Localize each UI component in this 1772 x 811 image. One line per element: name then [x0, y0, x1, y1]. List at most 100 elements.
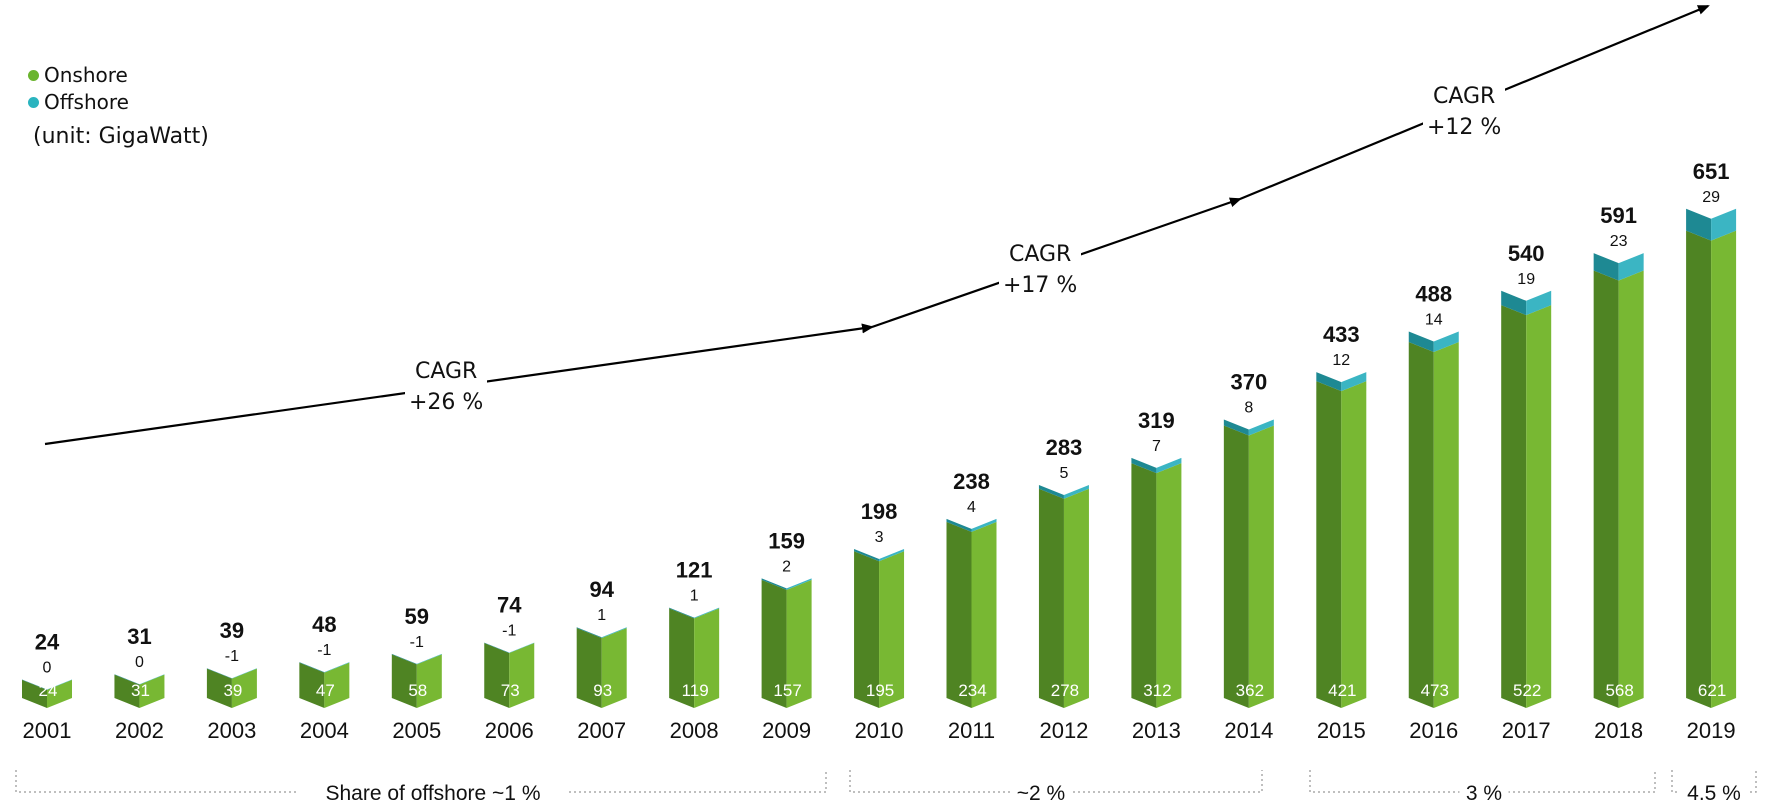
year-tick-label: 2013 — [1132, 718, 1181, 743]
onshore-value-label: 93 — [593, 681, 612, 700]
offshore-bar-2006-side — [484, 642, 510, 654]
offshore-bar-2007-side — [576, 627, 602, 638]
offshore-bar-2002-side — [114, 674, 140, 685]
cagr-title-2: CAGR — [1008, 242, 1072, 267]
bar-group-2009: 157 2 159 2009 — [761, 528, 812, 743]
onshore-bar-2018-front — [1618, 270, 1644, 708]
cagr-title-1: CAGR — [414, 359, 478, 384]
onshore-bar-2013-front — [1156, 463, 1182, 708]
legend-label-onshore: Onshore — [44, 63, 128, 87]
share-bracket-2: ~2 % — [849, 770, 1263, 806]
unit-label: (unit: GigaWatt) — [33, 124, 209, 149]
onshore-bar-2016-side — [1408, 341, 1434, 708]
offshore-bar-2011-side — [946, 518, 972, 532]
onshore-bar-2014-front — [1248, 425, 1274, 708]
year-tick-label: 2006 — [485, 718, 534, 743]
onshore-value-label: 473 — [1421, 681, 1449, 700]
total-value-label: 488 — [1415, 281, 1452, 306]
offshore-bar-2016-front — [1433, 331, 1459, 352]
bar-group-2007: 93 1 94 2007 — [576, 577, 627, 743]
year-tick-label: 2003 — [207, 718, 256, 743]
total-value-label: 238 — [953, 469, 990, 494]
bar-group-2019: 621 29 651 2019 — [1686, 159, 1737, 743]
onshore-value-label: 421 — [1328, 681, 1356, 700]
onshore-bar-2011-front — [971, 521, 997, 708]
offshore-bar-2001-side — [22, 679, 47, 690]
offshore-bar-2013-side — [1131, 457, 1157, 474]
onshore-bar-2002-side — [114, 674, 140, 708]
share-bracket-4: 4.5 % — [1671, 770, 1757, 806]
offshore-dot-icon — [28, 97, 39, 108]
cagr-value-1: +26 % — [409, 390, 484, 415]
share-label: 3 % — [1466, 782, 1502, 805]
total-value-label: 370 — [1230, 370, 1267, 395]
share-label: 4.5 % — [1687, 782, 1741, 805]
bar-group-2014: 362 8 370 2014 — [1223, 370, 1274, 743]
total-value-label: 283 — [1046, 435, 1083, 460]
offshore-bar-2005-front — [416, 653, 442, 665]
offshore-value-label: 2 — [782, 558, 791, 575]
offshore-value-label: 1 — [597, 607, 606, 624]
onshore-bar-2004-front — [324, 662, 350, 708]
total-value-label: 319 — [1138, 408, 1175, 433]
legend-label-offshore: Offshore — [44, 90, 129, 114]
bar-group-2016: 473 14 488 2016 — [1408, 281, 1459, 743]
onshore-bar-2011-side — [946, 521, 972, 708]
onshore-value-label: 195 — [866, 681, 894, 700]
bar-group-2006: 73 -1 74 2006 — [484, 593, 535, 743]
cagr-label-1: CAGR +26 % — [405, 356, 488, 418]
year-tick-label: 2007 — [577, 718, 626, 743]
offshore-value-label: 3 — [875, 529, 884, 546]
offshore-value-label: 5 — [1059, 465, 1068, 482]
year-tick-label: 2015 — [1317, 718, 1366, 743]
onshore-value-label: 24 — [39, 681, 58, 700]
onshore-bar-2003-front — [231, 668, 257, 708]
offshore-value-label: -1 — [317, 642, 331, 659]
total-value-label: 159 — [768, 528, 805, 553]
year-tick-label: 2005 — [392, 718, 441, 743]
share-bracket-line — [849, 770, 1263, 793]
offshore-bar-2008-front — [694, 607, 720, 619]
offshore-bar-2015-side — [1316, 372, 1342, 392]
offshore-value-label: -1 — [410, 634, 424, 651]
offshore-bar-2012-front — [1063, 484, 1089, 499]
onshore-value-label: 119 — [682, 681, 709, 700]
onshore-bar-2019-front — [1711, 230, 1737, 709]
legend: Onshore Offshore — [28, 62, 129, 116]
year-tick-label: 2011 — [948, 718, 995, 743]
share-bracket-3: 3 % — [1309, 770, 1656, 806]
onshore-value-label: 47 — [316, 681, 335, 700]
cagr-value-2: +17 % — [1003, 273, 1078, 298]
bar-group-2017: 522 19 540 2017 — [1501, 241, 1552, 743]
total-value-label: 94 — [589, 577, 614, 602]
share-bracket-1: Share of offshore ~1 % — [15, 770, 827, 806]
onshore-bar-2012-side — [1038, 488, 1064, 708]
bar-group-2008: 119 1 121 2008 — [669, 558, 720, 743]
year-tick-label: 2019 — [1687, 718, 1736, 743]
year-tick-label: 2004 — [300, 718, 349, 743]
offshore-bar-2004-front — [324, 662, 350, 673]
cagr-label-2: CAGR +17 % — [999, 239, 1082, 301]
offshore-bar-2010-front — [879, 548, 905, 562]
onshore-value-label: 39 — [223, 681, 242, 700]
onshore-bar-2004-side — [299, 662, 325, 708]
offshore-bar-2005-side — [391, 653, 417, 665]
offshore-value-label: -1 — [502, 623, 516, 640]
onshore-bar-2006-side — [484, 643, 510, 708]
share-bracket-line — [1309, 770, 1656, 793]
offshore-bar-2014-front — [1248, 419, 1274, 436]
offshore-bar-2013-front — [1156, 457, 1182, 474]
offshore-value-label: -1 — [225, 648, 239, 665]
offshore-value-label: 4 — [967, 499, 976, 516]
share-label-bg — [1011, 780, 1071, 806]
year-tick-label: 2008 — [670, 718, 719, 743]
offshore-bar-2002-front — [139, 674, 165, 685]
onshore-value-label: 621 — [1698, 681, 1726, 700]
bar-group-2018: 568 23 591 2018 — [1593, 203, 1644, 743]
bar-group-2003: 39 -1 39 2003 — [206, 618, 257, 743]
share-label: Share of offshore ~1 % — [325, 782, 540, 805]
bar-group-2012: 278 5 283 2012 — [1038, 435, 1089, 743]
share-brackets: Share of offshore ~1 % ~2 % 3 % 4.5 % — [15, 770, 1757, 806]
offshore-bar-2016-side — [1408, 331, 1434, 352]
